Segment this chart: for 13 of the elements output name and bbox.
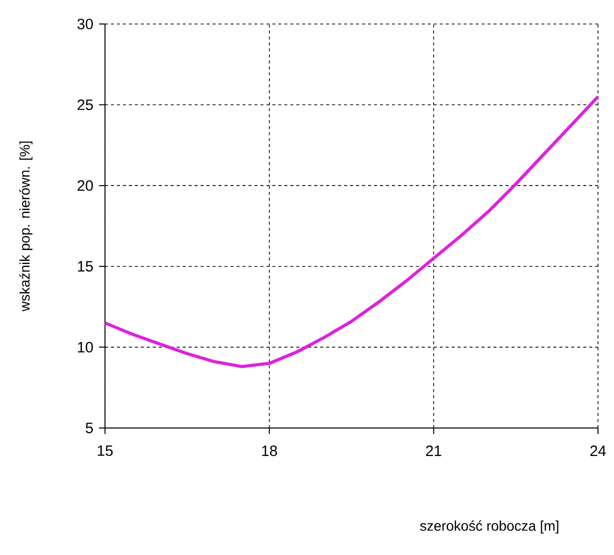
x-axis-title: szerokość robocza [m]: [420, 520, 558, 534]
y-tick-label: 15: [78, 261, 93, 272]
y-tick-label: 10: [78, 342, 93, 352]
x-tick-label: 18: [262, 446, 277, 456]
x-tick-label: 24: [590, 446, 606, 456]
x-tick-label: 15: [98, 446, 113, 456]
x-tick-label: 21: [426, 446, 442, 456]
y-tick-label: 30: [77, 18, 93, 30]
y-tick-label: 20: [78, 180, 93, 191]
line-series: [103, 95, 600, 368]
y-axis-title: wskaźnik pop. nierówn. [%]: [19, 142, 32, 312]
y-tick-label: 25: [78, 99, 93, 110]
y-tick-label: 5: [86, 422, 93, 434]
